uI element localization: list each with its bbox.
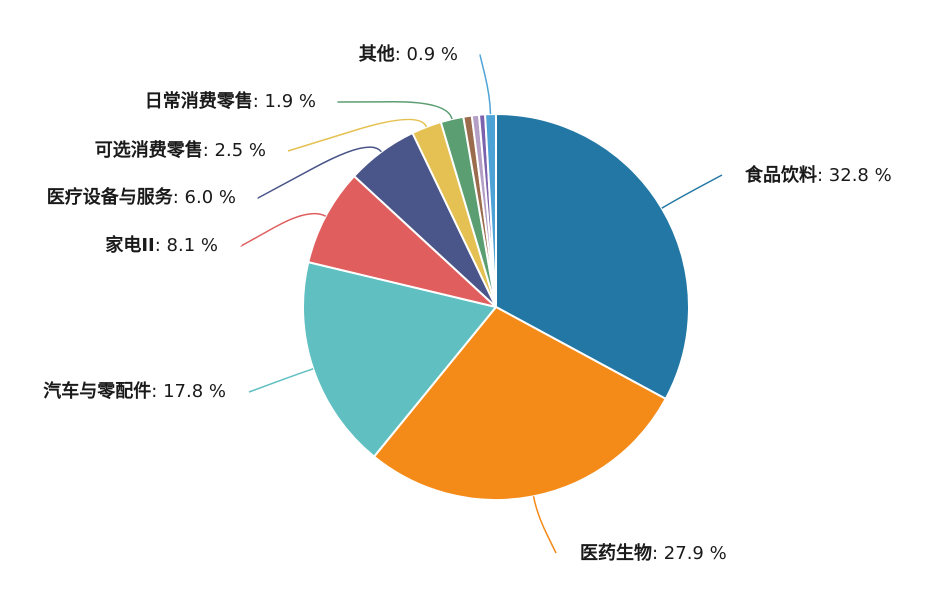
slice-label-value: : 6.0 % [173, 187, 236, 208]
slice-label: 汽车与零配件: 17.8 % [43, 380, 226, 402]
slice-label: 医疗设备与服务: 6.0 % [47, 186, 236, 208]
slice-label-value: : 1.9 % [253, 91, 316, 112]
slice-label-value: : 2.5 % [203, 140, 266, 161]
leader-line [337, 101, 453, 120]
slice-label: 日常消费零售: 1.9 % [145, 90, 316, 112]
slice-label: 可选消费零售: 2.5 % [95, 139, 266, 161]
slice-label-value: : 17.8 % [151, 381, 226, 402]
leader-line [661, 174, 723, 209]
slice-label-name: 医药生物 [580, 542, 652, 564]
slice-label-value: : 8.1 % [155, 235, 218, 256]
leader-line [248, 368, 314, 393]
slice-label-name: 医疗设备与服务 [47, 186, 174, 208]
slice-label: 其他: 0.9 % [359, 43, 458, 65]
slice-label-value: : 0.9 % [395, 44, 458, 65]
slice-label: 食品饮料: 32.8 % [744, 164, 892, 186]
slice-label-value: : 32.8 % [817, 165, 892, 186]
pie-slice [301, 261, 497, 458]
slice-label-name: 日常消费零售 [145, 90, 253, 112]
slice-label: 家电ⅠⅠ: 8.1 % [105, 234, 218, 256]
leader-lines-layer [240, 54, 723, 554]
leader-line [240, 212, 327, 247]
pie-slice [495, 113, 690, 400]
leader-line [287, 118, 428, 152]
leader-line [532, 496, 557, 554]
slice-label-value: : 27.9 % [652, 543, 727, 564]
leader-line [479, 54, 492, 115]
labels-layer: 食品饮料: 32.8 % 医药生物: 27.9 % 汽车与零配件: 17.8 % 家电… [43, 43, 891, 564]
slice-label-name: 食品饮料 [744, 164, 817, 186]
slice-label-name: 其他 [359, 43, 395, 65]
slice-label-name: 汽车与零配件 [43, 380, 151, 402]
slices-layer [301, 113, 690, 501]
pie-slice [307, 175, 497, 308]
slice-label-name: 家电ⅠⅠ [105, 234, 154, 256]
leader-line [257, 146, 382, 199]
slice-label-name: 可选消费零售 [95, 139, 203, 161]
slice-label: 医药生物: 27.9 % [580, 542, 727, 564]
